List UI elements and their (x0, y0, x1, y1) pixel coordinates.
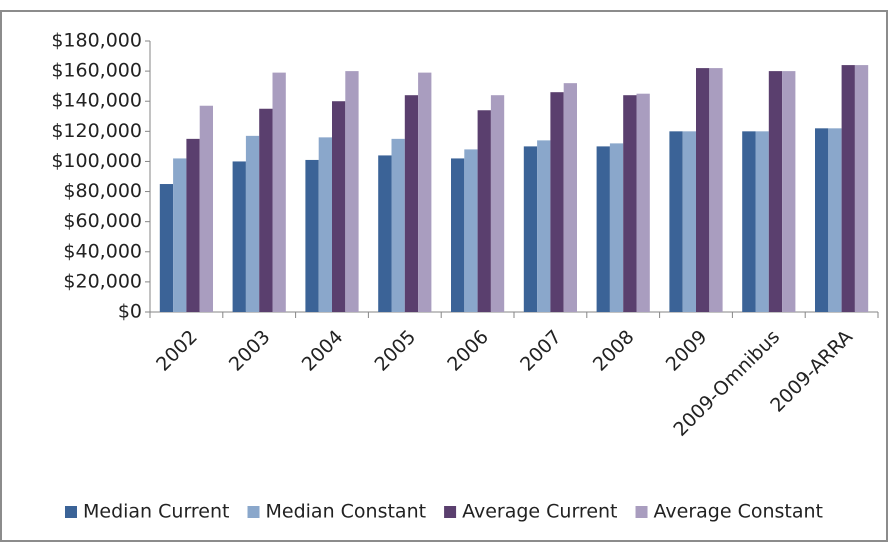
bar (623, 95, 637, 312)
bar (332, 101, 346, 312)
bar (768, 71, 783, 312)
bar (245, 135, 260, 312)
legend-swatch (247, 506, 260, 518)
bar (159, 184, 174, 312)
bar (782, 71, 796, 312)
bar (682, 131, 696, 312)
bar (404, 95, 419, 312)
bar (477, 110, 491, 312)
bar (696, 68, 710, 312)
legend-label: Median Current (83, 501, 230, 523)
bar (609, 143, 624, 312)
bar (596, 146, 610, 312)
bar (345, 71, 359, 312)
bar (232, 161, 246, 312)
bar (742, 131, 756, 312)
bar (537, 140, 551, 312)
bar (418, 72, 432, 312)
bar (451, 158, 465, 312)
bar (563, 83, 577, 313)
legend-label: Average Constant (654, 501, 823, 523)
bar (464, 149, 478, 312)
y-tick-label: $0 (118, 301, 142, 323)
bar (709, 68, 723, 312)
bar (173, 158, 187, 312)
bar (186, 138, 200, 312)
y-tick-label: $100,000 (51, 150, 142, 172)
bar (669, 131, 683, 312)
bar (259, 108, 273, 312)
bar (636, 93, 650, 312)
bar (755, 131, 769, 312)
bar (550, 92, 564, 312)
legend-swatch (635, 506, 648, 518)
y-tick-label: $80,000 (63, 180, 142, 202)
legend-swatch (444, 506, 457, 518)
bar (841, 65, 855, 312)
bar (815, 128, 829, 312)
legend-label: Average Current (462, 501, 617, 523)
bar (378, 155, 392, 312)
y-tick-label: $60,000 (63, 210, 142, 232)
legend-swatch (64, 506, 77, 518)
bar (318, 137, 332, 312)
bar (828, 128, 842, 312)
bar (391, 138, 405, 312)
chart-frame (0, 10, 888, 542)
bar (199, 105, 213, 312)
bar (854, 65, 869, 312)
y-tick-label: $20,000 (63, 270, 142, 292)
bar (272, 72, 286, 312)
y-tick-label: $180,000 (51, 30, 142, 52)
bar (490, 95, 505, 312)
bar (523, 146, 538, 312)
bar (305, 159, 319, 312)
y-tick-label: $40,000 (63, 240, 142, 262)
y-tick-label: $160,000 (51, 60, 142, 82)
y-tick-label: $120,000 (51, 120, 142, 142)
y-tick-label: $140,000 (51, 90, 142, 112)
legend-label: Median Constant (266, 501, 427, 523)
